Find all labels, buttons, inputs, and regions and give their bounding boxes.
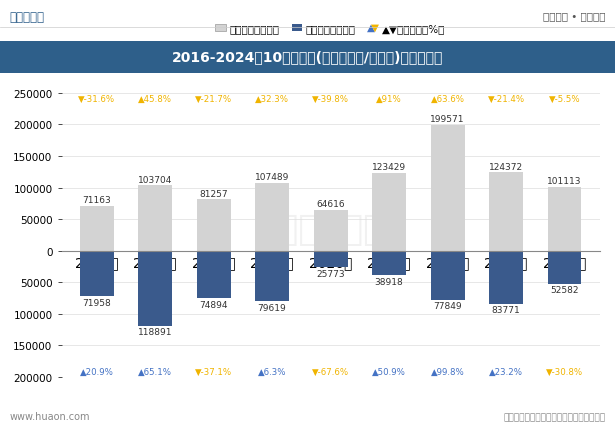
Bar (79, 251, 114, 296)
Bar (430, 126, 464, 251)
Text: ▼-21.4%: ▼-21.4% (488, 94, 525, 104)
Text: ▼-21.7%: ▼-21.7% (195, 94, 232, 104)
Text: 专业严谨 • 客观科学: 专业严谨 • 客观科学 (543, 11, 606, 20)
Bar (314, 251, 347, 268)
Text: 107489: 107489 (255, 173, 289, 182)
Text: 64616: 64616 (316, 200, 345, 209)
Bar (372, 251, 406, 276)
Text: 118891: 118891 (138, 328, 172, 337)
Bar (197, 251, 231, 298)
Text: ▲99.8%: ▲99.8% (430, 367, 464, 377)
Bar (255, 251, 289, 301)
Text: 71958: 71958 (82, 298, 111, 307)
Text: ▼-37.1%: ▼-37.1% (195, 367, 232, 377)
Text: 38918: 38918 (375, 277, 403, 286)
Text: 74894: 74894 (199, 300, 228, 309)
Text: 83771: 83771 (491, 305, 520, 314)
Text: 123429: 123429 (372, 163, 406, 172)
Bar (489, 251, 523, 304)
Text: 71163: 71163 (82, 196, 111, 205)
Text: 103704: 103704 (138, 175, 172, 184)
Text: ▲63.6%: ▲63.6% (430, 94, 464, 104)
Bar (138, 186, 172, 251)
Bar (138, 251, 172, 326)
Text: www.huaon.com: www.huaon.com (9, 411, 90, 421)
Text: 124372: 124372 (489, 162, 523, 171)
Text: 199571: 199571 (430, 115, 465, 124)
Text: 华经情报网: 华经情报网 (9, 11, 44, 23)
Text: ▲32.3%: ▲32.3% (255, 94, 289, 104)
Bar (255, 184, 289, 251)
Text: ▲23.2%: ▲23.2% (489, 367, 523, 377)
Text: ▼-31.6%: ▼-31.6% (78, 94, 115, 104)
Bar (314, 210, 347, 251)
Bar (430, 251, 464, 300)
Text: 25773: 25773 (316, 269, 345, 278)
Bar (372, 173, 406, 251)
Text: 79619: 79619 (258, 303, 287, 312)
Legend: 出口额（万美元）, 进口额（万美元）, ▲▼同比增长（%）: 出口额（万美元）, 进口额（万美元）, ▲▼同比增长（%） (211, 20, 450, 38)
Text: ▲20.9%: ▲20.9% (80, 367, 114, 377)
Text: ▲65.1%: ▲65.1% (138, 367, 172, 377)
Text: ▲45.8%: ▲45.8% (138, 94, 172, 104)
Text: 2016-2024年10月银川市(境内目的地/货源地)进、出口额: 2016-2024年10月银川市(境内目的地/货源地)进、出口额 (172, 51, 443, 64)
Text: ▼-30.8%: ▼-30.8% (546, 367, 583, 377)
Bar (547, 251, 582, 284)
Text: 数据来源：中国海关；华经产业研究院整理: 数据来源：中国海关；华经产业研究院整理 (504, 412, 606, 421)
Text: ▼-39.8%: ▼-39.8% (312, 94, 349, 104)
Text: ▲50.9%: ▲50.9% (372, 367, 406, 377)
Text: 101113: 101113 (547, 177, 582, 186)
Text: ▼-5.5%: ▼-5.5% (549, 94, 581, 104)
Text: 81257: 81257 (199, 190, 228, 199)
Text: ▲6.3%: ▲6.3% (258, 367, 287, 377)
Text: 77849: 77849 (433, 302, 462, 311)
Text: ▲91%: ▲91% (376, 94, 402, 104)
Text: ▼-67.6%: ▼-67.6% (312, 367, 349, 377)
Bar (197, 200, 231, 251)
Bar (547, 187, 582, 251)
Text: 52582: 52582 (550, 286, 579, 295)
Bar (79, 206, 114, 251)
Text: 华经产业研究院: 华经产业研究院 (255, 213, 407, 247)
Bar (489, 173, 523, 251)
